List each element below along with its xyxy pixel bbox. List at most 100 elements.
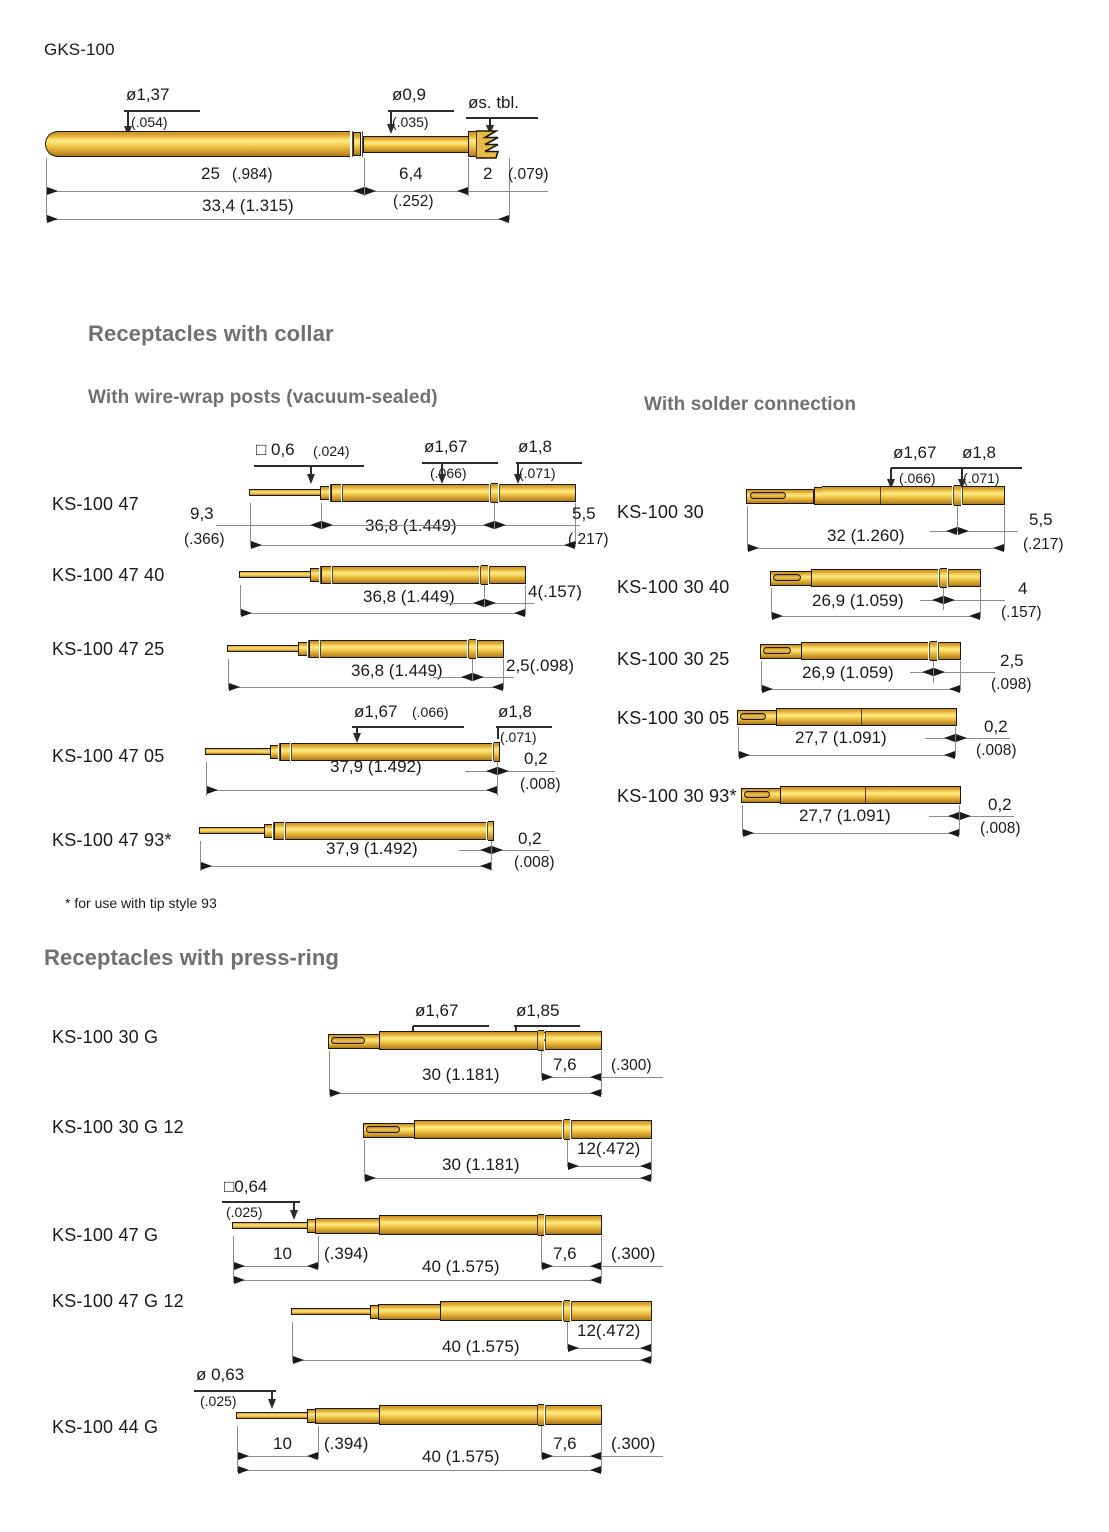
extension-line [329,1051,330,1095]
dim-main: 36,8 (1.449) [351,661,443,680]
extension-line [980,588,981,618]
crown-tip-icon [476,130,500,159]
dim-right-inch: (.300) [611,1434,656,1453]
dim-left-mm: 10 [273,1244,292,1263]
wire-wrap-post [249,489,321,496]
dimension-line [206,790,497,791]
probe-len-total: 33,4 (1.315) [202,196,294,215]
dim-arrow-icon [958,527,969,535]
receptacle-tail [572,1301,652,1321]
dim-arrow-icon [590,1466,601,1474]
footnote-tip-style: * for use with tip style 93 [65,895,217,911]
probe-dim-plunger-mm: ø0,9 [392,85,427,104]
dim-left-inch: (.394) [324,1434,369,1453]
extension-line [957,506,958,532]
dim-right-mm: 7,6 [553,1434,577,1453]
dim-arrow-icon [495,521,506,529]
extension-line [228,659,229,689]
row-label-ks100-30: KS-100 30 [617,502,704,522]
receptacle-shoulder [379,1215,387,1235]
leader-line [961,468,963,485]
dimension-line [364,1178,651,1179]
dim-post-inch: (.025) [200,1393,237,1409]
receptacle-shoulder [811,569,818,587]
extension-line [651,1140,652,1180]
receptacle-shoulder [270,745,278,759]
receptacle-shoulder [264,824,272,838]
leader-arrow-icon [513,474,522,484]
subheading-solder: With solder connection [644,394,857,415]
leader-line [497,727,499,739]
dim-arrow-icon [590,1452,601,1460]
dimension-line [200,866,491,867]
solder-cup-bore [773,574,801,581]
dimension-line [468,191,548,192]
receptacle-shoulder [379,1031,387,1050]
dim-arrow-icon [293,1356,304,1364]
extension-line [541,1051,542,1077]
extension-line [567,1322,568,1348]
extension-line [601,1426,602,1472]
solder-cup-bore [744,791,770,798]
dim-arrow-icon [568,1162,579,1170]
dim-ring-mm: ø1,8 [498,702,533,721]
probe-crimp-ring [353,132,361,156]
press-ring [538,1404,544,1426]
extension-line [1004,506,1005,550]
dimension-line [465,771,555,772]
dim-arrow-icon [944,734,955,742]
dim-arrow-icon [251,541,262,549]
dim-body-inch: (.066) [430,465,467,481]
leader-line [441,463,443,480]
leader-line [127,111,129,133]
leader-line [390,111,392,131]
dimension-line [494,525,580,526]
receptacle-shoulder [379,1405,387,1425]
wire-wrap-post [205,748,271,755]
barrel-groove [948,569,950,587]
barrel-groove [929,642,931,660]
probe-dim-head-inch: (.054) [131,114,168,130]
dimension-line [541,1077,663,1078]
dim-arrow-icon [590,1073,601,1081]
callout-underline [516,462,582,464]
dim-arrow-icon [993,544,1004,552]
dim-arrow-icon [322,521,333,529]
receptacle-midsection [315,1218,379,1234]
dim-right: 12(.472) [577,1139,641,1158]
dim-main: 36,8 (1.449) [363,587,455,606]
callout-underline [388,110,454,112]
dimension-line [216,525,321,526]
leader-arrow-icon [267,1399,276,1409]
barrel-groove [490,484,492,502]
dim-main: 26,9 (1.059) [812,591,904,610]
dim-arrow-icon [47,215,58,223]
dimension-line [472,677,514,678]
dim-right-inch: (.008) [976,742,1017,759]
dim-right-mm: 0,2 [518,829,542,848]
dim-ring-mm: ø1,8 [518,437,553,456]
leader-arrow-icon [386,124,395,134]
dim-arrow-icon [969,612,980,620]
dim-post-inch: (.025) [226,1204,263,1220]
extension-line [601,1236,602,1282]
row-label-ks100-30-93: KS-100 30 93* [617,786,737,806]
dimension-line [910,672,995,673]
barrel-groove [330,484,332,502]
row-label-ks100-47-g: KS-100 47 G [52,1225,159,1245]
dim-arrow-icon [365,187,376,195]
row-label-ks100-30-g-12: KS-100 30 G 12 [52,1117,184,1137]
extension-line [771,588,772,618]
barrel-groove [273,822,275,840]
barrel-groove [480,566,482,584]
press-ring [469,639,476,659]
dim-left-mm: 9,3 [190,504,214,523]
extension-line [318,1236,319,1268]
dim-body-inch: (.066) [412,704,449,720]
receptacle-shoulder [814,487,822,505]
receptacle-collar [331,484,341,502]
barrel-groove [962,486,964,505]
extension-line [233,1236,234,1282]
barrel-groove [537,1215,539,1235]
row-label-ks100-30-40: KS-100 30 40 [617,577,730,597]
